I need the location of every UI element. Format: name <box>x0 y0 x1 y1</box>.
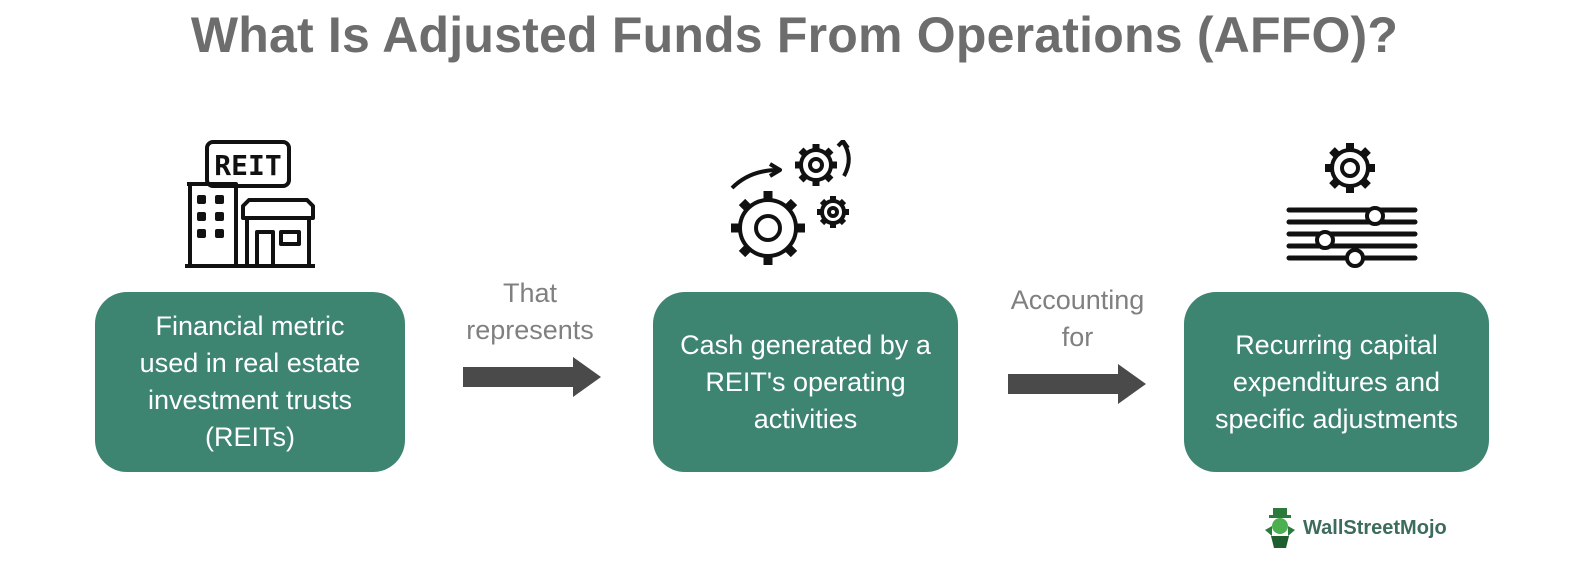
arrow-right-icon <box>1008 364 1146 404</box>
connector-label-represents: That represents <box>450 275 610 349</box>
logo-mascot-icon <box>1265 508 1295 548</box>
reit-sign-text: REIT <box>214 149 281 182</box>
connector-text-line: for <box>1061 322 1094 352</box>
page-title: What Is Adjusted Funds From Operations (… <box>190 7 1399 63</box>
reit-building-icon: REIT <box>185 140 315 268</box>
step-text-line: Cash generated by a <box>680 329 931 360</box>
step-box-cash-generated: Cash generated by a REIT's operating act… <box>653 292 958 472</box>
wallstreetmojo-logo: WallStreetMojo <box>1263 508 1447 548</box>
step-text-line: investment trusts <box>147 385 353 415</box>
step-text-line: used in real estate <box>139 348 361 378</box>
step-text-line: expenditures and <box>1232 366 1441 397</box>
step-text-line: Recurring capital <box>1235 329 1438 360</box>
connector-text-line: Accounting <box>1010 285 1145 315</box>
connector-label-accounting: Accounting for <box>990 282 1165 356</box>
step-text-line: REIT's operating <box>705 366 906 397</box>
step-text-line: activities <box>753 403 858 434</box>
sliders-gear-icon <box>1286 143 1418 268</box>
arrow-right-icon <box>463 357 601 397</box>
gears-icon <box>730 140 851 265</box>
step-box-definition: Financial metric used in real estate inv… <box>95 292 405 472</box>
step-text-line: specific adjustments <box>1214 403 1459 434</box>
step-box-adjustments: Recurring capital expenditures and speci… <box>1184 292 1489 472</box>
step-text-line: Financial metric <box>155 311 345 341</box>
connector-text-line: That <box>502 278 558 308</box>
logo-text: WallStreetMojo <box>1303 516 1447 539</box>
connector-text-line: represents <box>466 315 594 345</box>
step-text-line: (REITs) <box>204 422 295 452</box>
